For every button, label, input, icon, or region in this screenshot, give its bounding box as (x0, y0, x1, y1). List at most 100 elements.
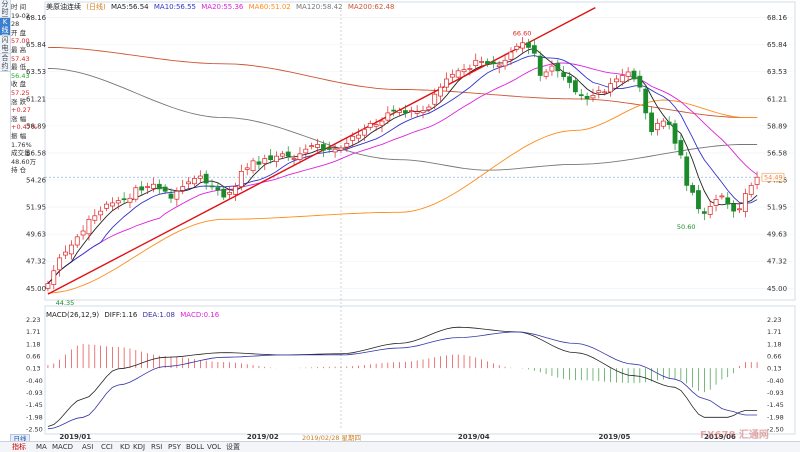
price-tick-label: 51.95 (767, 204, 787, 212)
candle-body (438, 86, 443, 97)
indicator-tab-ma[interactable]: MA (36, 443, 47, 451)
candle-body (256, 161, 262, 165)
info-oi-label: 持 仓 (11, 166, 27, 175)
candle-body (590, 95, 596, 99)
ma60-line (47, 99, 758, 294)
price-panel-frame (44, 1, 796, 301)
tab-lightning[interactable]: 闪电图 (0, 36, 10, 54)
candle-body (250, 160, 256, 172)
indicator-tab-cci[interactable]: CCI (101, 443, 113, 451)
candle-body (74, 236, 80, 246)
macd-tick-label-left: 1.71 (26, 328, 40, 336)
last-price-tag: 54.49 (764, 174, 783, 182)
macd-diff-line (47, 326, 758, 427)
candle-body (625, 71, 631, 77)
indicator-tab-asi[interactable]: ASI (82, 443, 94, 451)
info-time-label: 时 间 (11, 3, 27, 11)
indicator-tab-kd[interactable]: KD (120, 443, 130, 451)
x-axis-label: 2019/06 (704, 433, 736, 441)
candle-body (614, 78, 619, 83)
price-tick-label-left: 63.53 (26, 68, 46, 76)
candle-body (320, 144, 326, 151)
indicator-tab-psy[interactable]: PSY (168, 443, 181, 451)
candle-body (561, 72, 567, 78)
macd-tick-label: -0.40 (767, 377, 784, 385)
candle-body (127, 197, 133, 203)
macd-legend-diff: DIFF:1.16 (104, 311, 138, 319)
macd-tick-label-left: -0.40 (26, 377, 43, 385)
macd-tick-label: -1.45 (767, 401, 784, 409)
tab-contract-info[interactable]: 合约资料 (0, 54, 10, 72)
candle-body (51, 270, 57, 285)
legend-period: (日线) (86, 3, 106, 11)
candle-body (444, 78, 449, 88)
candle-body (737, 208, 742, 211)
indicator-tab-settings[interactable]: 设置 (226, 443, 240, 451)
candle-body (531, 45, 537, 54)
candle-body (731, 203, 737, 212)
candle-body (678, 140, 684, 156)
candle-body (742, 193, 748, 212)
macd-tick-label-left: -2.50 (26, 425, 43, 433)
candle-body (455, 70, 461, 78)
candle-body (338, 147, 344, 151)
candle-body (432, 93, 438, 105)
macd-tick-label: 2.23 (767, 316, 781, 324)
candle-body (672, 123, 678, 144)
macd-tick-label-left: -1.45 (26, 401, 43, 409)
candle-body (490, 61, 496, 65)
price-tick-label: 58.89 (767, 122, 787, 130)
legend-ma5: MA5:56.54 (110, 3, 149, 11)
candle-body (608, 83, 613, 93)
candle-body (649, 112, 654, 132)
candle-body (356, 134, 361, 139)
candle-body (537, 55, 543, 76)
info-time-value: 19-02-28 (11, 11, 33, 29)
candle-body (297, 153, 303, 160)
tab-timeshare[interactable]: 分时图 (0, 0, 10, 18)
candle-body (332, 148, 338, 153)
low-price-annotation: 50.60 (677, 223, 696, 231)
macd-legend-macd: MACD:0.16 (180, 311, 220, 319)
info-open-value: 57.00 (11, 37, 30, 46)
candle-body (385, 112, 391, 121)
indicator-tab-indicator[interactable]: 指标 (12, 443, 26, 451)
info-pct-value: +0.47% (11, 123, 38, 132)
info-change-value: +0.27 (11, 106, 31, 115)
candle-body (643, 88, 649, 114)
price-tick-label-left: 51.95 (26, 204, 46, 212)
candle-body (156, 183, 162, 190)
legend-ma10: MA10:56.55 (153, 3, 196, 11)
indicator-tab-rsi[interactable]: RSI (151, 443, 163, 451)
crosshair-date-label: 2019/02/28 星期四 (302, 434, 362, 442)
candle-body (701, 211, 707, 214)
sidebar: 分时图 K线图 闪电图 合约资料 (0, 0, 11, 140)
macd-legend: MACD(26,12,9) DIFF:1.16 DEA:1.08 MACD:0.… (46, 311, 222, 319)
candle-body (602, 91, 608, 94)
indicator-tab-vol[interactable]: VOL (207, 443, 222, 451)
candle-body (713, 199, 719, 206)
candle-body (461, 69, 467, 73)
candle-body (479, 61, 485, 63)
price-tick-label-left: 56.58 (26, 149, 46, 157)
macd-tick-label: 0.13 (767, 365, 781, 373)
candle-body (543, 71, 549, 77)
watermark-logo: FX678 汇通网 (700, 430, 769, 441)
candle-body (80, 230, 86, 236)
price-tick-label-left: 54.26 (26, 177, 47, 185)
candle-body (707, 206, 713, 215)
indicator-tab-boll[interactable]: BOLL (186, 443, 204, 451)
candle-body (572, 80, 578, 93)
tab-kline[interactable]: K线图 (0, 18, 10, 36)
candle-body (350, 135, 356, 141)
candle-body (725, 197, 731, 205)
candle-body (209, 185, 215, 188)
candle-body (526, 42, 531, 48)
trendline (47, 7, 596, 295)
indicator-tab-kdj[interactable]: KDJ (133, 443, 146, 451)
legend-symbol: 美原油连续 (46, 3, 81, 11)
price-tick-label: 63.53 (767, 68, 787, 76)
indicator-tab-macd[interactable]: MACD (52, 443, 73, 451)
candle-body (274, 155, 279, 162)
